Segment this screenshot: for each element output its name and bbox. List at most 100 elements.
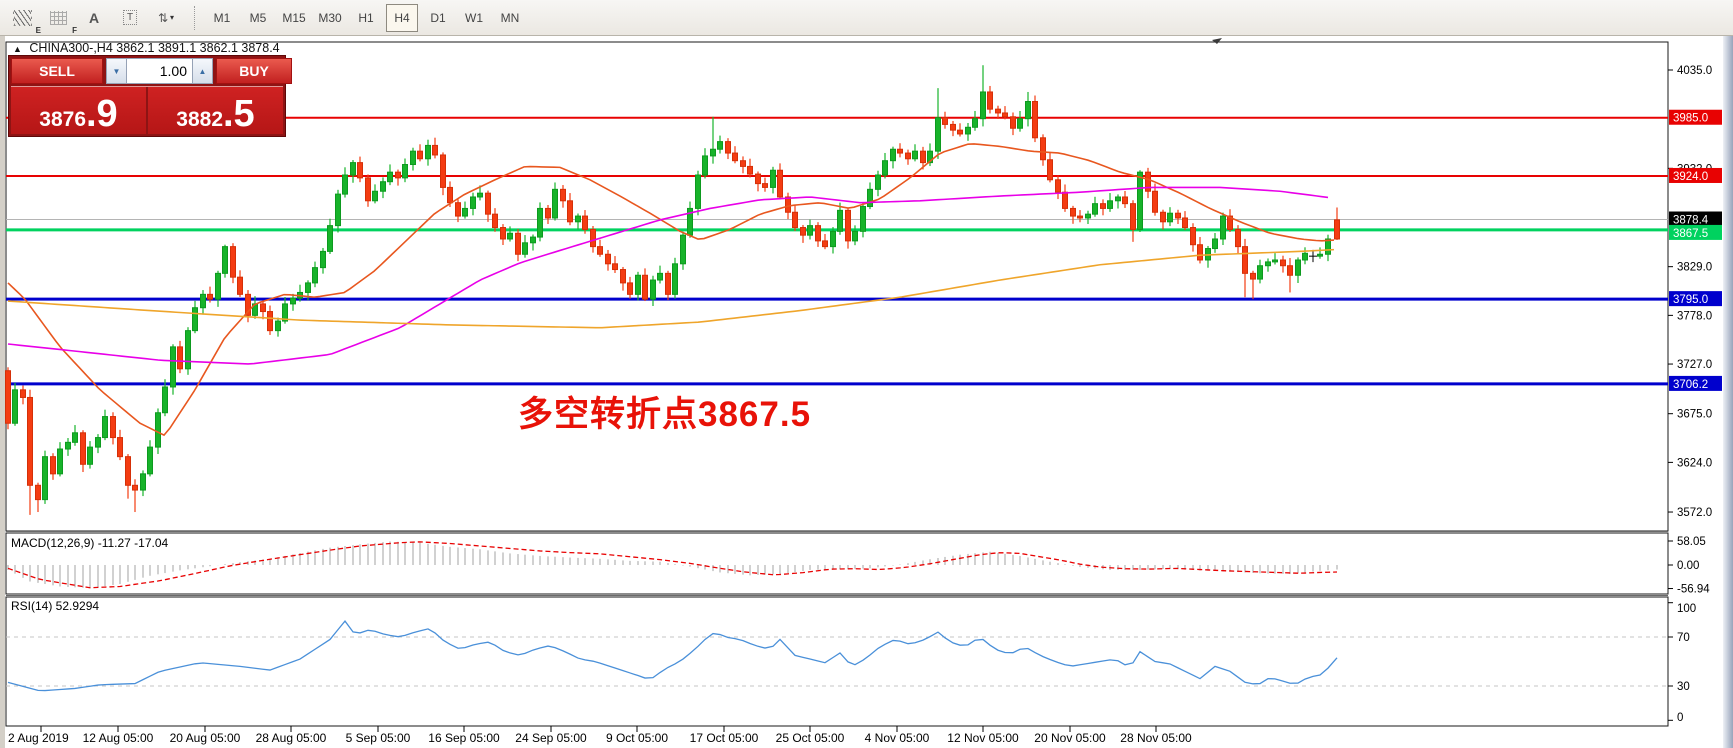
candle-body	[485, 192, 491, 215]
candle-body	[185, 330, 191, 370]
candle-body	[1317, 253, 1323, 257]
collapse-triangle-icon[interactable]: ▲	[13, 44, 22, 54]
macd-pane[interactable]	[5, 532, 1669, 595]
price-label-box[interactable]	[1669, 109, 1722, 125]
text-label-button[interactable]: A	[78, 4, 110, 32]
candle-body	[290, 297, 296, 305]
timeframe-m5[interactable]: M5	[242, 4, 274, 32]
candle-body	[1115, 196, 1121, 202]
date-label: 28 Aug 05:00	[256, 731, 327, 745]
price-label-3867.5: 3867.5	[1673, 228, 1708, 240]
candle-body	[822, 240, 828, 248]
text-box-button[interactable]: T	[114, 4, 146, 32]
scroll-marker-icon[interactable]	[1212, 38, 1222, 44]
candle-body	[462, 207, 468, 217]
timeframe-d1[interactable]: D1	[422, 4, 454, 32]
candle-body	[920, 150, 926, 164]
timeframe-h4[interactable]: H4	[386, 3, 418, 32]
volume-increase-button[interactable]: ▲	[192, 58, 213, 84]
candle-body	[702, 155, 708, 176]
timeframe-m1[interactable]: M1	[206, 4, 238, 32]
timeframe-m30[interactable]: M30	[314, 4, 346, 32]
candle-body	[327, 225, 333, 252]
volume-decrease-button[interactable]: ▼	[106, 58, 127, 84]
sort-order-button[interactable]: ⇅ ▾	[150, 4, 182, 32]
candle-body	[1190, 227, 1196, 246]
candle-body	[815, 225, 821, 242]
macd-signal-line	[7, 541, 1338, 589]
sell-button[interactable]: SELL	[11, 58, 103, 84]
price-label-3795.0: 3795.0	[1673, 294, 1708, 306]
candle-body	[5, 370, 11, 424]
timeframe-label: H1	[358, 10, 374, 25]
timeframe-label: M5	[249, 10, 267, 25]
candle-body	[717, 141, 723, 150]
candle-body	[1197, 244, 1203, 261]
grid-icon	[49, 10, 67, 25]
timeframe-m15[interactable]: M15	[278, 4, 310, 32]
candle-body	[350, 162, 356, 176]
chart-canvas[interactable]: 4035.03932.03829.03778.03727.03675.03624…	[0, 36, 1733, 748]
rsi-pane[interactable]	[5, 596, 1669, 727]
timeframe-label: H4	[394, 10, 410, 25]
timeframe-h1[interactable]: H1	[350, 4, 382, 32]
candle-body	[882, 160, 888, 176]
sell-price-display[interactable]: 3876 .9	[11, 87, 146, 134]
candle-body	[792, 211, 798, 229]
candle-body	[147, 446, 153, 475]
rsi-tick-label: 30	[1677, 681, 1690, 693]
candle-body	[50, 456, 56, 475]
candle-body	[1092, 203, 1098, 215]
toolbar-separator	[194, 5, 196, 30]
timeframe-w1[interactable]: W1	[458, 4, 490, 32]
price-label-box[interactable]	[1669, 167, 1722, 183]
date-label: 16 Sep 05:00	[428, 731, 500, 745]
date-label: 4 Nov 05:00	[865, 731, 930, 745]
candle-body	[1025, 101, 1031, 120]
candle-body	[747, 165, 753, 175]
price-label-3924.0: 3924.0	[1673, 171, 1708, 183]
window-scrollbar[interactable]	[1723, 36, 1733, 748]
sort-arrows-icon: ⇅	[157, 10, 168, 25]
candle-body	[417, 150, 423, 160]
grid-button[interactable]: F	[42, 4, 77, 35]
candle-body	[155, 412, 161, 448]
candle-body	[927, 150, 933, 164]
candle-body	[507, 232, 513, 240]
volume-input[interactable]	[127, 58, 192, 84]
candle-body	[605, 253, 611, 265]
candle-body	[80, 432, 86, 465]
candle-body	[642, 274, 648, 300]
candle-body	[1235, 228, 1241, 248]
buy-price-main: 3882	[176, 108, 223, 131]
candle-body	[275, 320, 281, 332]
price-label-box[interactable]	[1669, 291, 1722, 307]
candle-body	[830, 230, 836, 248]
buy-button[interactable]: BUY	[216, 58, 292, 84]
price-label-3985.0: 3985.0	[1673, 113, 1708, 125]
timeframe-mn[interactable]: MN	[494, 4, 526, 32]
candle-body	[1002, 112, 1008, 118]
candle-body	[357, 162, 363, 179]
candle-body	[665, 272, 671, 295]
chevron-down-icon: ▼	[112, 66, 121, 76]
candle-body	[710, 148, 716, 157]
date-label: 5 Sep 05:00	[346, 731, 411, 745]
candle-body	[402, 164, 408, 179]
price-tick-label: 4035.0	[1677, 65, 1712, 77]
price-label-box[interactable]	[1669, 375, 1722, 391]
buy-button-label: BUY	[239, 63, 269, 79]
indicators-button[interactable]: E	[6, 4, 41, 35]
candle-body	[410, 150, 416, 166]
price-label-box[interactable]	[1669, 224, 1722, 240]
candle-body	[1122, 196, 1128, 205]
price-tick-label: 3829.0	[1677, 262, 1712, 274]
ma-fast-line	[7, 143, 1335, 437]
price-label-3878.4: 3878.4	[1673, 215, 1709, 227]
price-label-box[interactable]	[1669, 211, 1722, 227]
date-label: 2 Aug 2019	[8, 731, 69, 745]
candle-body	[1220, 215, 1226, 240]
candle-body	[740, 160, 746, 167]
buy-price-display[interactable]: 3882 .5	[148, 87, 283, 134]
price-label-3706.2: 3706.2	[1673, 379, 1708, 391]
